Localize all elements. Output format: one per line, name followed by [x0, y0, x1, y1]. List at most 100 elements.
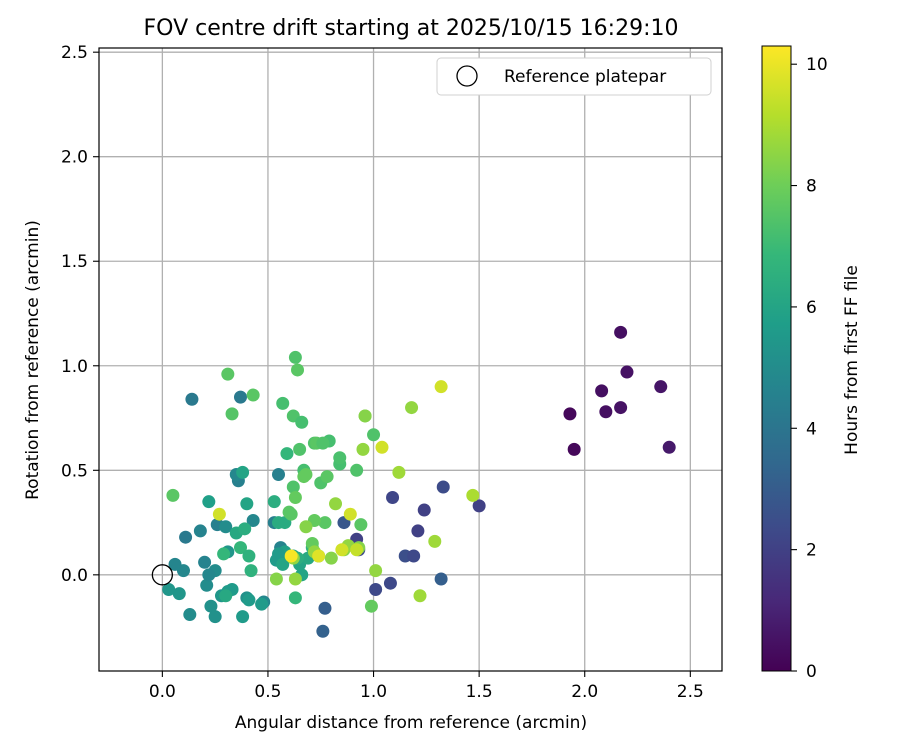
scatter-point [225, 407, 239, 421]
scatter-point [168, 557, 182, 571]
scatter-point [236, 610, 250, 624]
scatter-point [200, 578, 214, 592]
scatter-point [318, 516, 332, 530]
scatter-point [599, 405, 613, 419]
scatter-point [272, 547, 286, 561]
scatter-point [312, 549, 326, 563]
scatter-point [595, 384, 609, 398]
scatter-point [320, 470, 334, 484]
grid-lines [99, 48, 722, 671]
colorbar-label: Hours from first FF file [842, 265, 862, 455]
colorbar-tick-label: 10 [806, 55, 828, 75]
legend: Reference platepar [436, 57, 712, 96]
scatter-point [286, 480, 300, 494]
scatter-point [198, 555, 212, 569]
y-tick-label: 0.0 [61, 566, 88, 586]
colorbar-gradient [762, 46, 791, 671]
scatter-point [242, 549, 256, 563]
scatter-point [236, 465, 250, 479]
scatter-point [324, 551, 338, 565]
scatter-point [417, 503, 431, 517]
scatter-point [244, 564, 258, 578]
x-tick-label: 0.5 [254, 682, 281, 702]
reference-platepar-point [151, 564, 174, 586]
scatter-point [369, 582, 383, 596]
y-tick-label: 2.5 [61, 43, 88, 63]
scatter-point [614, 401, 628, 415]
scatter-point [343, 507, 357, 521]
scatter-point [233, 541, 247, 555]
scatter-point [242, 593, 256, 607]
scatter-point [662, 440, 676, 454]
scatter-point [219, 589, 233, 603]
scatter-point [411, 524, 425, 538]
scatter-points [162, 325, 676, 638]
colorbar-tick-label: 0 [806, 662, 817, 682]
scatter-point [272, 516, 286, 530]
scatter-point [466, 488, 480, 502]
scatter-point [276, 396, 290, 410]
scatter-point [185, 392, 199, 406]
scatter-point [172, 587, 186, 601]
scatter-point [428, 534, 442, 548]
scatter-point [620, 365, 634, 379]
scatter-point [280, 447, 294, 461]
scatter-point [288, 350, 302, 364]
colorbar-tick-label: 4 [806, 419, 817, 439]
colorbar-ticks: 0 2 4 6 8 10 [791, 55, 828, 682]
scatter-point [255, 597, 269, 611]
legend-box [436, 57, 712, 96]
scatter-point [386, 490, 400, 504]
scatter-point [208, 610, 222, 624]
scatter-point [202, 568, 216, 582]
scatter-point [333, 451, 347, 465]
scatter-point [654, 380, 668, 394]
scatter-point [316, 624, 330, 638]
scatter-point [284, 549, 298, 563]
scatter-point [407, 549, 421, 563]
scatter-point [293, 442, 307, 456]
scatter-point [269, 572, 283, 586]
scatter-point [567, 442, 581, 456]
scatter-point [383, 576, 397, 590]
x-axis-label: Angular distance from reference (arcmin) [235, 713, 587, 733]
scatter-point [369, 564, 383, 578]
scatter-point [364, 599, 378, 613]
scatter-point [295, 415, 309, 429]
scatter-point [238, 522, 252, 536]
scatter-point [291, 363, 305, 377]
reference-marker [151, 564, 174, 586]
scatter-point [246, 513, 260, 527]
scatter-point [204, 599, 218, 613]
scatter-point [472, 499, 486, 513]
x-tick-label: 2.5 [677, 682, 704, 702]
scatter-point [276, 557, 290, 571]
scatter-point [162, 582, 176, 596]
scatter-point [316, 436, 330, 450]
y-tick-label: 2.0 [61, 148, 88, 168]
scatter-point [434, 380, 448, 394]
scatter-point [413, 589, 427, 603]
scatter-point [288, 591, 302, 605]
scatter-point [288, 572, 302, 586]
y-axis-label: Rotation from reference (arcmin) [23, 220, 43, 500]
scatter-point [183, 608, 197, 622]
colorbar-tick-label: 6 [806, 298, 817, 318]
y-axis-ticks: 0.0 0.5 1.0 1.5 2.0 2.5 [61, 43, 99, 586]
x-tick-label: 2.0 [571, 682, 598, 702]
scatter-point [221, 367, 235, 381]
y-tick-label: 0.5 [61, 461, 88, 481]
colorbar-frame [761, 45, 792, 672]
legend-entry-reference: Reference platepar [504, 67, 666, 87]
plot-frame [98, 47, 723, 672]
scatter-point [179, 530, 193, 544]
colorbar-tick-label: 8 [806, 177, 817, 197]
scatter-point [246, 388, 260, 402]
scatter-point [350, 463, 364, 477]
x-tick-label: 0.0 [149, 682, 176, 702]
y-tick-label: 1.0 [61, 357, 88, 377]
scatter-point [392, 465, 406, 479]
x-axis-ticks: 0.0 0.5 1.0 1.5 2.0 2.5 [149, 671, 704, 702]
